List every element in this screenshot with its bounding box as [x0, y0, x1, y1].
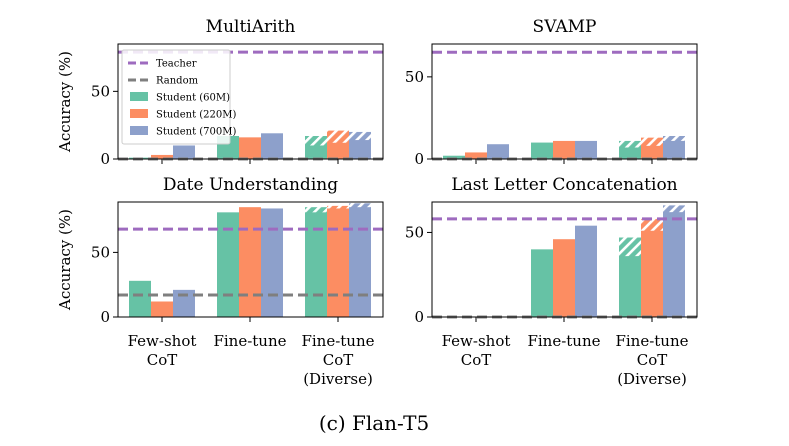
panel-title: MultiArith: [206, 17, 296, 37]
bar: [487, 144, 509, 159]
bar: [553, 239, 575, 317]
legend-label: Student (60M): [156, 93, 230, 104]
x-tick-label-line: CoT: [461, 351, 492, 369]
x-tick-label-line: CoT: [147, 351, 178, 369]
bar: [619, 147, 641, 159]
y-axis-label: Accuracy (%): [56, 209, 74, 311]
bar: [465, 152, 487, 159]
legend-swatch: [130, 109, 148, 118]
legend: Teacher Random Student (60M) Student (220M)…: [121, 49, 236, 145]
x-tick-label-line: (Diverse): [303, 370, 373, 388]
bar: [305, 212, 327, 317]
y-axis-label: Accuracy (%): [56, 51, 74, 153]
x-tick-label: Fine-tune: [213, 332, 286, 350]
bar: [151, 154, 173, 159]
bar: [305, 145, 327, 159]
legend-label: Teacher: [156, 59, 197, 70]
bar: [261, 208, 283, 317]
bar: [261, 133, 283, 159]
x-tick-label-line: Fine-tune: [615, 332, 688, 350]
bar: [173, 289, 195, 317]
bar: [217, 212, 239, 317]
bar: [349, 207, 371, 317]
figure-caption: (c) Flan-T5: [319, 411, 429, 435]
x-tick-label: Few-shot CoT: [128, 332, 197, 369]
x-tick-label-line: Fine-tune: [301, 332, 374, 350]
bar: [443, 155, 465, 159]
legend-swatch: [130, 126, 148, 135]
y-tick-label: 0: [414, 308, 424, 326]
x-tick-label: Fine-tune CoT (Diverse): [301, 332, 374, 388]
bar: [531, 249, 553, 317]
legend-swatch: [130, 92, 148, 101]
y-tick-label: 0: [100, 308, 110, 326]
x-tick-label: Few-shot CoT: [442, 332, 511, 369]
y-tick-label: 50: [91, 82, 110, 100]
bar: [619, 256, 641, 317]
panel-2: Date Understanding Accuracy (%) 0 50: [56, 175, 384, 326]
bar: [531, 142, 553, 159]
legend-box: [121, 49, 231, 145]
bar: [575, 140, 597, 159]
y-tick-label: 50: [405, 68, 424, 86]
x-tick-label-line: CoT: [637, 351, 668, 369]
x-tick-label-line: Fine-tune: [213, 332, 286, 350]
x-tick-label: Fine-tune: [527, 332, 600, 350]
x-tick-label-line: Few-shot: [128, 332, 197, 350]
bar: [553, 140, 575, 159]
bar: [129, 280, 151, 317]
bar: [327, 208, 349, 317]
panel-title: Date Understanding: [163, 175, 338, 195]
y-tick-label: 0: [100, 150, 110, 168]
x-tick-label-line: Few-shot: [442, 332, 511, 350]
bar: [173, 145, 195, 159]
y-tick-label: 0: [414, 150, 424, 168]
bar: [151, 301, 173, 317]
x-tick-label-line: (Diverse): [617, 370, 687, 388]
legend-label: Student (220M): [156, 110, 236, 121]
y-tick-label: 50: [91, 243, 110, 261]
bar: [663, 212, 685, 317]
bar: [349, 140, 371, 159]
panel-title: Last Letter Concatenation: [451, 175, 677, 195]
x-tick-label-line: CoT: [323, 351, 354, 369]
y-tick-label: 50: [405, 223, 424, 241]
bar: [641, 145, 663, 159]
legend-label: Student (700M): [156, 127, 236, 138]
bar: [239, 207, 261, 317]
bar: [575, 225, 597, 317]
panel-1: SVAMP 0 50: [405, 17, 698, 168]
bar: [663, 140, 685, 159]
bar: [327, 142, 349, 159]
panel-title: SVAMP: [533, 17, 597, 37]
legend-label: Random: [156, 76, 199, 87]
x-tick-label: Fine-tune CoT (Diverse): [615, 332, 688, 388]
panel-3: Last Letter Concatenation 0 50: [405, 175, 698, 326]
x-tick-label-line: Fine-tune: [527, 332, 600, 350]
bar: [239, 137, 261, 159]
bar: [641, 230, 663, 317]
panel-0: MultiArith Accuracy (%) 0 50: [56, 17, 384, 168]
